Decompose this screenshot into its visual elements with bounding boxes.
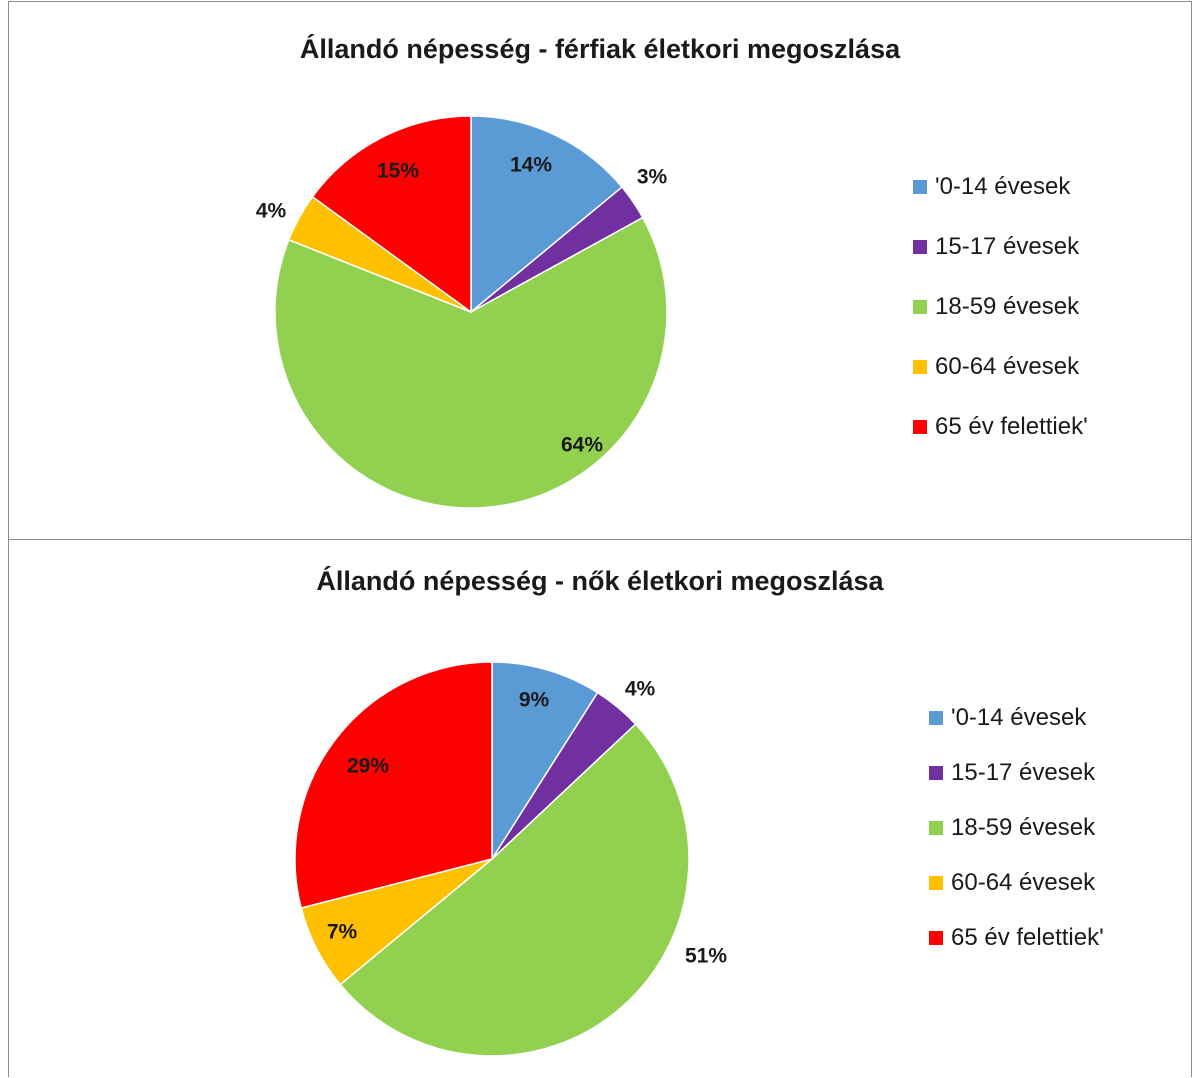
legend-swatch xyxy=(913,300,927,314)
data-label: 3% xyxy=(637,166,668,189)
legend-swatch xyxy=(929,711,943,725)
legend-label: 60-64 évesek xyxy=(935,353,1080,380)
legend-swatch xyxy=(913,420,927,434)
legend-swatch xyxy=(929,931,943,945)
legend-label: 65 év felettiek' xyxy=(951,924,1104,951)
legend-swatch xyxy=(929,821,943,835)
pie-slice xyxy=(294,661,493,909)
pie-chart-women: 9% 4% 51% 7% 29% xyxy=(294,661,727,1057)
chart-title: Állandó népesség - férfiak életkori mego… xyxy=(299,34,901,64)
legend-label: 18-59 évesek xyxy=(935,293,1080,320)
legend-label: 18-59 évesek xyxy=(951,814,1096,841)
legend-label: '0-14 évesek xyxy=(951,704,1087,731)
legend-label: '0-14 évesek xyxy=(935,173,1071,200)
pie-slice xyxy=(491,661,599,862)
pie-slice xyxy=(339,723,690,1057)
pie-chart-men: 14% 3% 64% 4% 15% xyxy=(256,115,668,509)
data-label: 4% xyxy=(625,678,656,701)
data-label: 7% xyxy=(327,921,358,944)
chart-panel-women: Állandó népesség - nők életkori megoszlá… xyxy=(8,539,1192,1077)
data-label: 64% xyxy=(561,434,603,457)
pie-slice xyxy=(311,115,472,314)
legend-swatch xyxy=(929,766,943,780)
legend-label: 65 év felettiek' xyxy=(935,413,1088,440)
legend-swatch xyxy=(913,360,927,374)
chart-title: Állandó népesség - nők életkori megoszlá… xyxy=(316,566,884,596)
legend-swatch xyxy=(929,876,943,890)
pie-slice xyxy=(274,216,668,509)
legend-swatch xyxy=(913,180,927,194)
legend-label: 15-17 évesek xyxy=(935,233,1080,260)
legend-label: 60-64 évesek xyxy=(951,869,1096,896)
data-label: 51% xyxy=(685,945,727,968)
data-label: 4% xyxy=(256,200,287,223)
data-label: 29% xyxy=(347,755,389,778)
pie-slice xyxy=(470,115,624,314)
data-label: 15% xyxy=(377,160,419,183)
data-label: 14% xyxy=(510,154,552,177)
data-label: 9% xyxy=(519,689,550,712)
legend-swatch xyxy=(913,240,927,254)
legend-label: 15-17 évesek xyxy=(951,759,1096,786)
chart-panel-men: Állandó népesség - férfiak életkori mego… xyxy=(8,1,1192,540)
